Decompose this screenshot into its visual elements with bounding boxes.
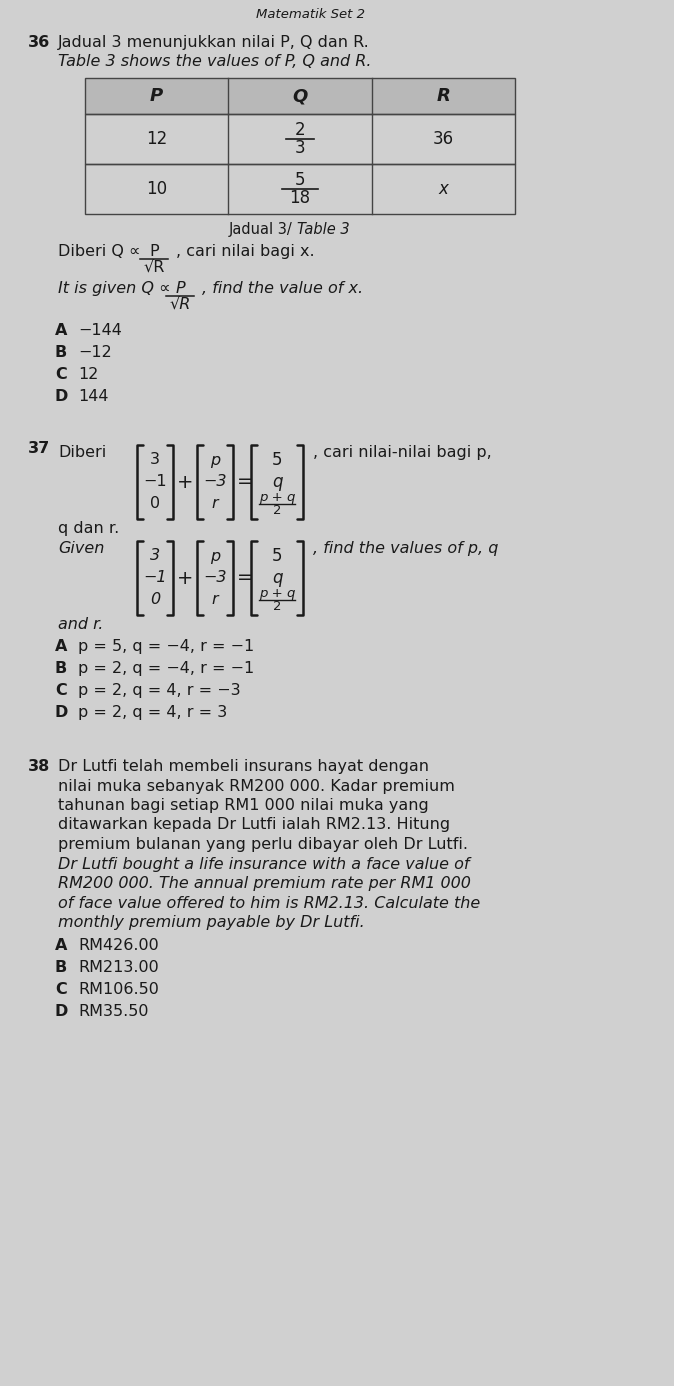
Text: Dr Lutfi bought a life insurance with a face value of: Dr Lutfi bought a life insurance with a … (58, 857, 470, 872)
Text: Jadual 3 menunjukkan nilai P, Q dan R.: Jadual 3 menunjukkan nilai P, Q dan R. (58, 35, 370, 50)
Text: monthly premium payable by Dr Lutfi.: monthly premium payable by Dr Lutfi. (58, 915, 365, 930)
Text: RM106.50: RM106.50 (78, 983, 159, 998)
Text: C: C (55, 367, 67, 383)
Text: 144: 144 (78, 389, 109, 403)
Text: R: R (436, 87, 450, 105)
Text: of face value offered to him is RM2.13. Calculate the: of face value offered to him is RM2.13. … (58, 895, 481, 911)
Text: p: p (210, 452, 220, 467)
Text: , cari nilai bagi x.: , cari nilai bagi x. (176, 244, 315, 259)
Text: Given: Given (58, 541, 104, 556)
Text: p + q: p + q (259, 491, 295, 503)
Bar (85, 114, 515, 164)
Text: RM200 000. The annual premium rate per RM1 000: RM200 000. The annual premium rate per R… (58, 876, 471, 891)
Text: 2: 2 (273, 600, 281, 614)
Text: 5: 5 (295, 170, 305, 188)
Text: Jadual 3/: Jadual 3/ (228, 222, 297, 237)
Text: 0: 0 (150, 496, 160, 511)
Text: and r.: and r. (58, 617, 103, 632)
Text: Dr Lutfi telah membeli insurans hayat dengan: Dr Lutfi telah membeli insurans hayat de… (58, 760, 429, 773)
Text: 38: 38 (28, 760, 51, 773)
Text: −144: −144 (78, 323, 122, 338)
Text: −12: −12 (78, 345, 112, 360)
Text: 3: 3 (150, 549, 160, 564)
Text: P: P (150, 87, 163, 105)
Text: +: + (177, 568, 193, 588)
Text: 12: 12 (146, 130, 167, 148)
Text: −1: −1 (144, 571, 166, 585)
Text: 37: 37 (28, 441, 51, 456)
Text: p = 2, q = 4, r = 3: p = 2, q = 4, r = 3 (78, 705, 227, 719)
Text: =: = (237, 473, 253, 492)
Text: A: A (55, 639, 67, 654)
Text: r: r (212, 592, 218, 607)
Text: 36: 36 (433, 130, 454, 148)
Bar (85, 164, 515, 213)
Text: 3: 3 (150, 452, 160, 467)
Text: A: A (55, 938, 67, 954)
Text: −1: −1 (143, 474, 166, 489)
Text: Matematik Set 2: Matematik Set 2 (255, 8, 365, 21)
Text: A: A (55, 323, 67, 338)
Text: Diberi: Diberi (58, 445, 106, 460)
Text: +: + (177, 473, 193, 492)
Text: q dan r.: q dan r. (58, 521, 119, 536)
Text: Table 3 shows the values of P, Q and R.: Table 3 shows the values of P, Q and R. (58, 54, 371, 69)
Text: x: x (438, 180, 448, 198)
Text: C: C (55, 683, 67, 699)
Text: 10: 10 (146, 180, 167, 198)
Text: 18: 18 (289, 188, 311, 207)
Text: tahunan bagi setiap RM1 000 nilai muka yang: tahunan bagi setiap RM1 000 nilai muka y… (58, 798, 429, 814)
Text: premium bulanan yang perlu dibayar oleh Dr Lutfi.: premium bulanan yang perlu dibayar oleh … (58, 837, 468, 852)
Text: q: q (272, 473, 282, 491)
Text: RM213.00: RM213.00 (78, 960, 159, 976)
Text: p = 2, q = 4, r = −3: p = 2, q = 4, r = −3 (78, 683, 241, 699)
Text: −3: −3 (204, 571, 226, 585)
Text: Diberi Q ∝: Diberi Q ∝ (58, 244, 140, 259)
Text: , cari nilai-nilai bagi p,: , cari nilai-nilai bagi p, (313, 445, 492, 460)
Text: √R: √R (144, 261, 164, 274)
Text: , find the value of x.: , find the value of x. (202, 281, 363, 297)
Text: p + q: p + q (259, 586, 295, 600)
Text: 36: 36 (28, 35, 51, 50)
Text: √R: √R (169, 297, 191, 312)
Text: 2: 2 (273, 505, 281, 517)
Text: 3: 3 (295, 139, 305, 157)
Text: 2: 2 (295, 121, 305, 139)
Text: p = 2, q = −4, r = −1: p = 2, q = −4, r = −1 (78, 661, 254, 676)
Text: , find the values of p, q: , find the values of p, q (313, 541, 498, 556)
Text: r: r (212, 496, 218, 511)
Text: D: D (55, 1005, 68, 1020)
Text: −3: −3 (204, 474, 226, 489)
Text: B: B (55, 661, 67, 676)
Text: D: D (55, 389, 68, 403)
Text: =: = (237, 568, 253, 588)
Text: 5: 5 (272, 547, 282, 565)
Text: Q: Q (293, 87, 307, 105)
Text: q: q (272, 570, 282, 588)
Text: p: p (210, 549, 220, 564)
Text: D: D (55, 705, 68, 719)
Text: 12: 12 (78, 367, 98, 383)
Text: nilai muka sebanyak RM200 000. Kadar premium: nilai muka sebanyak RM200 000. Kadar pre… (58, 779, 455, 794)
Text: C: C (55, 983, 67, 998)
Text: 0: 0 (150, 592, 160, 607)
Bar (85, 78, 515, 114)
Text: It is given Q ∝: It is given Q ∝ (58, 281, 171, 297)
Text: Table 3: Table 3 (297, 222, 350, 237)
Text: B: B (55, 960, 67, 976)
Text: ditawarkan kepada Dr Lutfi ialah RM2.13. Hitung: ditawarkan kepada Dr Lutfi ialah RM2.13.… (58, 818, 450, 833)
Text: RM35.50: RM35.50 (78, 1005, 148, 1020)
Text: B: B (55, 345, 67, 360)
Text: 5: 5 (272, 450, 282, 468)
Text: RM426.00: RM426.00 (78, 938, 159, 954)
Text: P: P (175, 281, 185, 297)
Text: P: P (149, 244, 159, 259)
Text: p = 5, q = −4, r = −1: p = 5, q = −4, r = −1 (78, 639, 254, 654)
